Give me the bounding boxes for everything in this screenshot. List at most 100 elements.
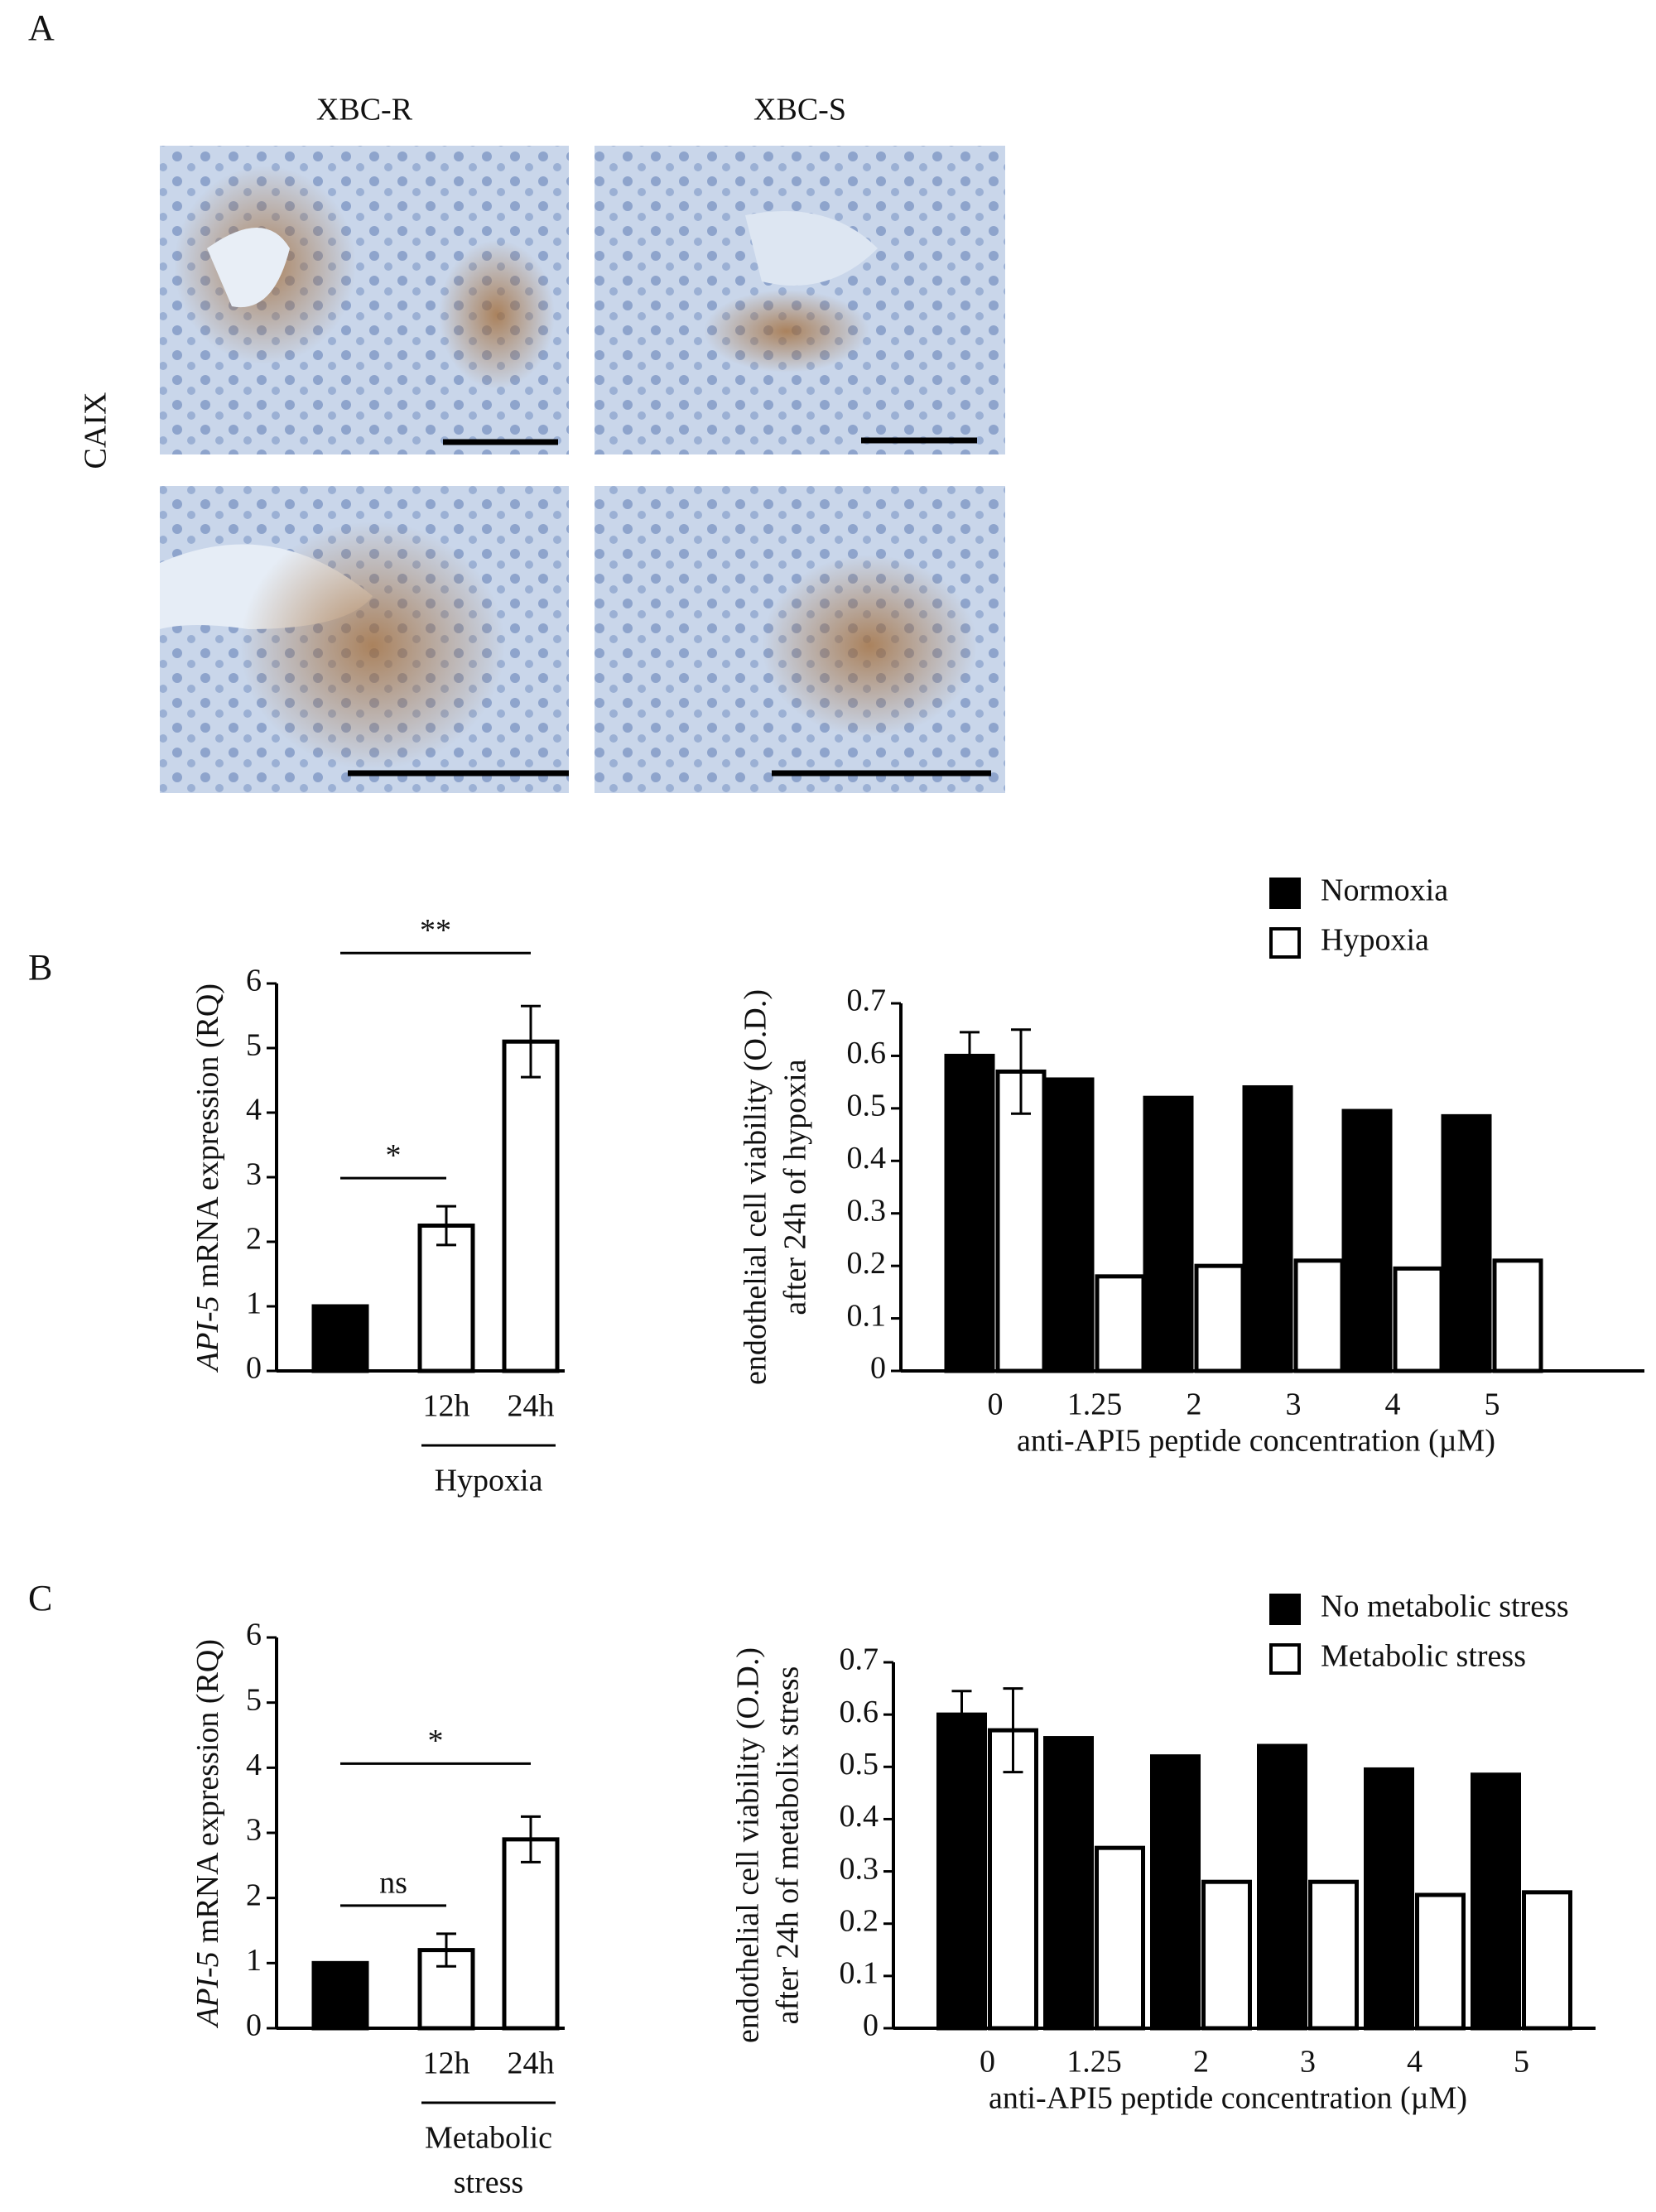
stain — [762, 555, 977, 737]
bar — [1242, 1084, 1293, 1373]
bar — [1194, 1263, 1245, 1373]
error-bar — [436, 1932, 456, 1968]
significance-label: ns — [379, 1866, 407, 1901]
y-tick-label: 3 — [246, 1813, 262, 1848]
bar — [502, 1039, 560, 1373]
legend-label: Metabolic stress — [1321, 1639, 1526, 1674]
legend-label: Hypoxia — [1321, 923, 1429, 958]
y-tick-label: 0.7 — [840, 1642, 879, 1677]
y-tick-label: 0.3 — [840, 1851, 879, 1886]
y-tick-label: 0.6 — [840, 1695, 879, 1729]
y-tick-label: 0 — [863, 2008, 879, 2043]
y-tick-label: 0.4 — [847, 1141, 887, 1176]
panel-label: B — [28, 947, 52, 988]
legend-label: Normoxia — [1321, 873, 1448, 908]
group-label: stress — [454, 2166, 523, 2200]
bar — [1095, 1274, 1146, 1373]
y-tick-label: 0.7 — [847, 983, 887, 1018]
bar — [995, 1069, 1047, 1373]
lumen — [207, 228, 290, 308]
y-tick-label: 1 — [246, 1943, 262, 1978]
legend-swatch — [1269, 927, 1301, 959]
y-axis-label: after 24h of metabolix stress — [771, 1666, 806, 2025]
x-tick-label: 3 — [1300, 2045, 1316, 2080]
micrographs — [160, 146, 1005, 793]
bar — [1143, 1095, 1194, 1373]
panel-label: A — [28, 7, 55, 48]
x-tick-label: 12h — [423, 2046, 470, 2081]
y-tick-label: 0.5 — [840, 1747, 879, 1782]
x-tick-label: 5 — [1485, 1387, 1500, 1422]
y-axis-label: endothelial cell viability (O.D.) — [731, 1647, 766, 2043]
error-bar — [960, 1031, 980, 1081]
bar — [1293, 1258, 1345, 1373]
bar — [1201, 1879, 1252, 2031]
y-axis-label-gene: API-5 — [190, 1296, 225, 1373]
y-tick-label: 0 — [246, 1351, 262, 1386]
bar — [311, 1960, 369, 2031]
x-tick-label: 1.25 — [1067, 1387, 1123, 1422]
x-axis-label: anti-API5 peptide concentration (µM) — [989, 2081, 1467, 2116]
legend-swatch — [1269, 1594, 1301, 1625]
error-bar — [436, 1205, 456, 1247]
bar — [1393, 1266, 1444, 1373]
bar — [1257, 1743, 1307, 2031]
y-tick-label: 2 — [246, 1878, 262, 1912]
x-tick-label: 3 — [1286, 1387, 1302, 1422]
y-tick-label: 6 — [246, 1618, 262, 1652]
stain — [240, 522, 505, 770]
y-tick-label: 1 — [246, 1286, 262, 1321]
legend-label: No metabolic stress — [1321, 1589, 1569, 1624]
bar — [1043, 1077, 1095, 1373]
y-axis-label: after 24h of hypoxia — [778, 1059, 813, 1315]
error-bar — [521, 1815, 541, 1863]
x-tick-label: 24h — [508, 2046, 555, 2081]
y-tick-label: 5 — [246, 1028, 262, 1063]
bar — [1341, 1108, 1393, 1373]
y-tick-label: 0 — [870, 1351, 886, 1386]
y-tick-label: 0.3 — [847, 1193, 887, 1228]
y-tick-label: 0.2 — [840, 1903, 879, 1938]
row-label: CAIX — [79, 392, 113, 469]
x-tick-label: 4 — [1385, 1387, 1401, 1422]
bar — [1364, 1767, 1414, 2031]
y-axis-label-gene: API-5 — [190, 1951, 225, 2029]
bar — [1095, 1845, 1145, 2031]
y-tick-label: 0.4 — [840, 1799, 879, 1834]
x-tick-label: 1.25 — [1066, 2045, 1122, 2080]
y-tick-label: 0.5 — [847, 1089, 887, 1123]
bar — [1492, 1258, 1543, 1373]
x-tick-label: 2 — [1193, 2045, 1209, 2080]
y-tick-label: 0.1 — [840, 1956, 879, 1991]
y-tick-label: 0 — [246, 2008, 262, 2043]
bar — [1522, 1890, 1572, 2031]
y-tick-label: 4 — [246, 1093, 262, 1128]
x-tick-label: 12h — [423, 1389, 470, 1424]
significance-label: * — [428, 1724, 444, 1758]
y-tick-label: 3 — [246, 1157, 262, 1192]
bar — [988, 1728, 1038, 2031]
y-axis-label: API-5 mRNA expression (RQ) — [190, 983, 225, 1373]
column-label: XBC-R — [316, 93, 413, 127]
y-axis-label: API-5 mRNA expression (RQ) — [190, 1639, 225, 2029]
column-label: XBC-S — [753, 93, 846, 127]
y-axis-label-text: mRNA expression (RQ) — [190, 1639, 225, 1943]
y-tick-label: 0.6 — [847, 1036, 887, 1070]
y-tick-label: 4 — [246, 1748, 262, 1782]
bar — [1043, 1736, 1094, 2031]
bar — [944, 1053, 995, 1373]
x-tick-label: 0 — [988, 1387, 1004, 1422]
bar — [417, 1224, 475, 1373]
panel-label: C — [28, 1578, 52, 1618]
y-tick-label: 0.1 — [847, 1298, 887, 1333]
x-tick-label: 0 — [980, 2045, 995, 2080]
error-bar — [1003, 1687, 1023, 1774]
y-axis-label-text: mRNA expression (RQ) — [190, 983, 225, 1287]
significance-label: ** — [420, 913, 451, 948]
error-bar — [521, 1004, 541, 1079]
bar — [1308, 1879, 1359, 2031]
bar — [1415, 1892, 1466, 2031]
bar — [1441, 1113, 1492, 1373]
y-axis-label: endothelial cell viability (O.D.) — [739, 989, 773, 1385]
